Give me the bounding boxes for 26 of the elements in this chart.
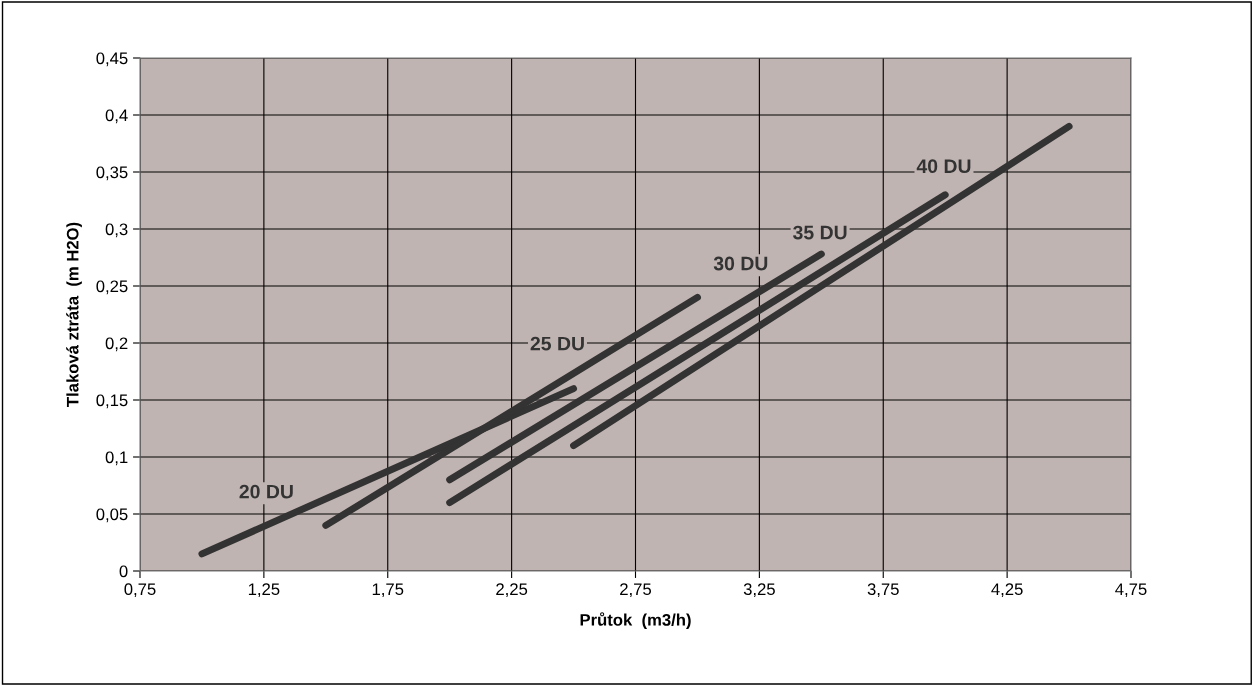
x-axis-title: Průtok (m3/h) [580,612,691,630]
y-tick-label: 0,2 [105,337,128,352]
series-label: 40 DU [916,159,971,174]
y-tick-label: 0,35 [96,166,128,181]
x-tick-label: 4,75 [1115,583,1147,598]
y-tick-label: 0,25 [96,280,128,295]
x-tick-label: 2,25 [496,583,528,598]
y-tick-label: 0,05 [96,508,128,523]
y-tick-label: 0,45 [96,52,128,67]
y-tick-label: 0,3 [105,223,128,238]
y-tick-label: 0,15 [96,394,128,409]
y-axis-title: Tlaková ztráta (m H2O) [66,222,82,407]
x-tick-label: 1,75 [372,583,404,598]
y-tick-label: 0,4 [105,109,128,124]
series-label: 25 DU [530,336,584,351]
series-label: 30 DU [713,256,768,271]
series-label: 20 DU [239,484,293,499]
x-tick-label: 2,75 [620,583,652,598]
x-tick-label: 1,25 [248,583,280,598]
series-label: 35 DU [793,225,847,240]
y-tick-label: 0 [119,565,128,578]
x-tick-label: 4,25 [991,583,1023,598]
x-tick-label: 3,25 [743,583,775,598]
x-tick-label: 0,75 [124,583,156,598]
x-tick-label: 3,75 [867,583,899,598]
y-tick-label: 0,1 [105,451,128,466]
